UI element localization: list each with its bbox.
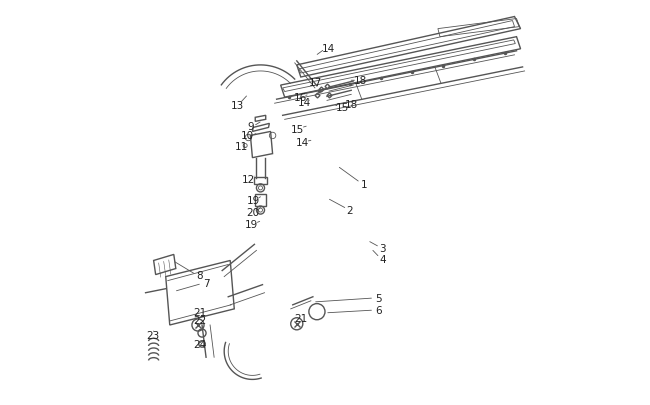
Text: 1: 1 [361,179,368,190]
Text: 14: 14 [298,98,311,108]
Text: 23: 23 [146,330,159,340]
Text: 9: 9 [247,122,254,132]
Text: 2: 2 [346,206,354,215]
Text: 3: 3 [379,244,385,254]
Text: 5: 5 [375,293,382,303]
Text: 10: 10 [241,131,254,141]
Text: 18: 18 [344,100,358,110]
Text: 11: 11 [235,141,248,151]
Text: 14: 14 [322,44,335,54]
Text: 19: 19 [246,196,260,205]
Text: 15: 15 [291,124,304,134]
Text: 18: 18 [354,76,367,86]
Text: 21: 21 [294,313,307,323]
Text: 6: 6 [375,305,382,315]
Text: 14: 14 [296,138,309,148]
Text: 15: 15 [335,103,349,113]
Text: 7: 7 [203,279,209,289]
Text: 22: 22 [194,315,207,325]
Text: 12: 12 [242,174,255,184]
Text: 8: 8 [197,271,203,281]
Text: 21: 21 [194,307,207,317]
Text: 19: 19 [245,220,258,230]
Text: 17: 17 [309,78,322,87]
Text: 16: 16 [293,93,307,103]
Text: 24: 24 [194,339,207,349]
Text: 20: 20 [246,208,260,217]
Text: 4: 4 [379,255,385,264]
Text: 13: 13 [231,101,244,111]
